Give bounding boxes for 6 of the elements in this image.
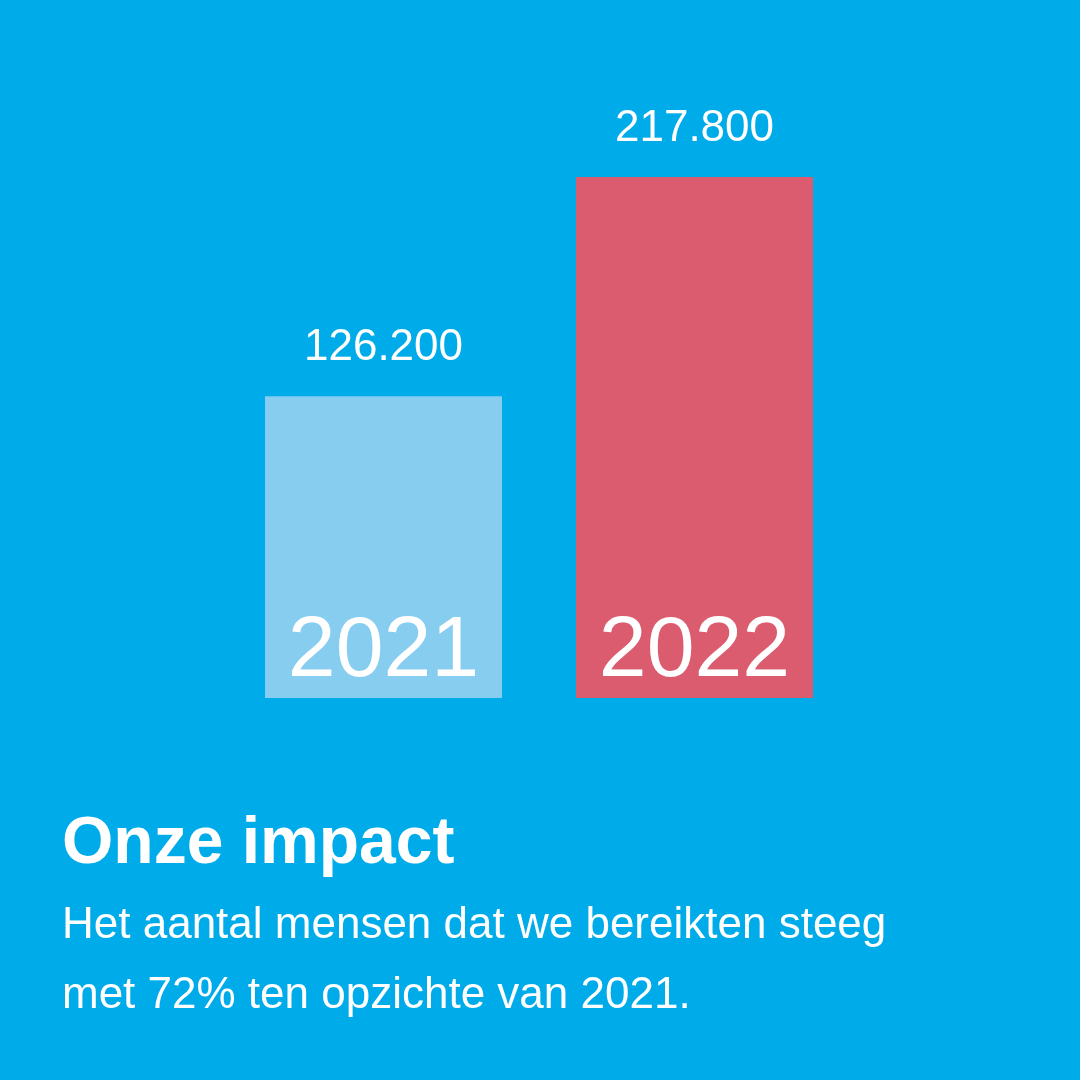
text: Het aantal mensen dat we bereikten steeg met 72% ten opzichte van 2021. — [62, 897, 888, 1019]
text: Onze impact — [62, 802, 455, 879]
data-label: 126.200 — [303, 320, 464, 370]
x-tick-label: 2022 — [598, 598, 791, 694]
x-tick-label: 2021 — [287, 598, 480, 694]
data-label: 217.800 — [614, 101, 775, 151]
